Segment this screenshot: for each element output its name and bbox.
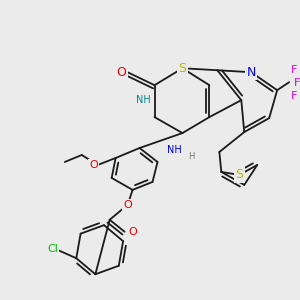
Text: O: O bbox=[89, 160, 98, 170]
Text: F: F bbox=[291, 91, 297, 101]
Text: O: O bbox=[117, 66, 127, 79]
Text: O: O bbox=[128, 227, 137, 237]
Text: O: O bbox=[123, 200, 132, 210]
Text: F: F bbox=[291, 65, 297, 75]
Text: NH: NH bbox=[136, 95, 151, 105]
Text: NH: NH bbox=[167, 145, 182, 155]
Text: N: N bbox=[247, 66, 256, 79]
Text: S: S bbox=[178, 62, 187, 75]
Text: F: F bbox=[294, 78, 300, 88]
Text: Cl: Cl bbox=[47, 244, 58, 254]
Text: S: S bbox=[235, 168, 243, 182]
Text: H: H bbox=[188, 152, 195, 161]
